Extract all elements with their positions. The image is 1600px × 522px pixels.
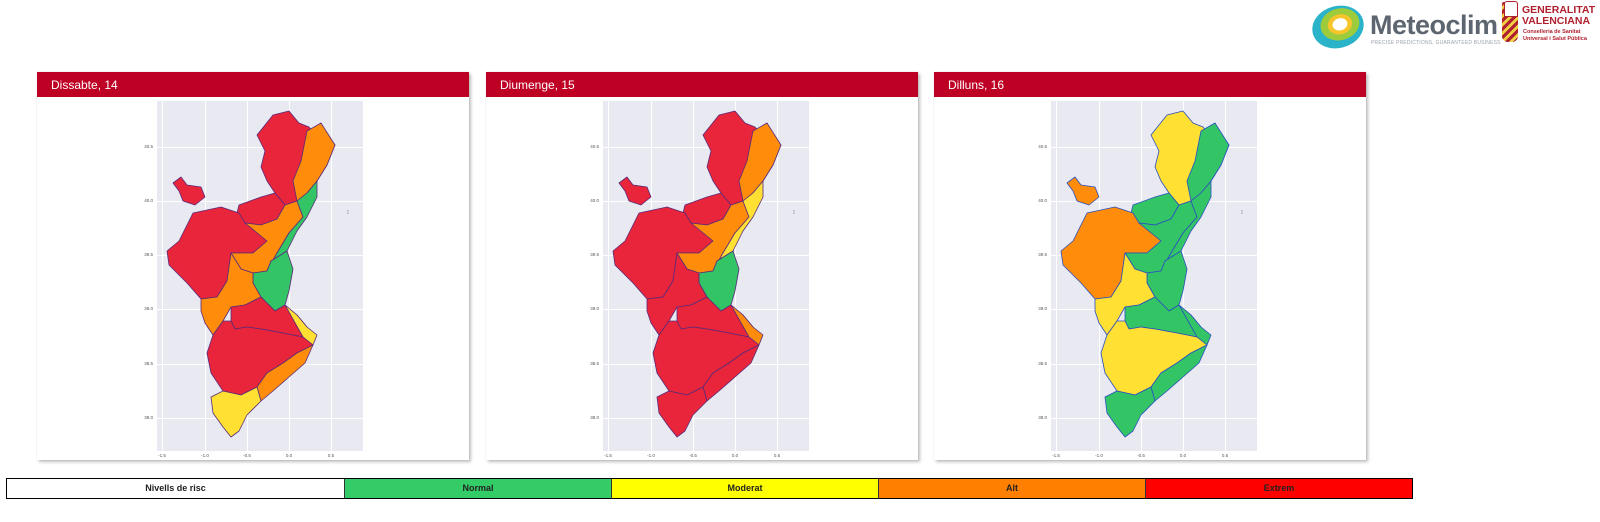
legend-title: Nivells de risc xyxy=(7,479,345,498)
x-axis-tick: 0.0 xyxy=(1179,453,1187,458)
x-axis-tick: -0.5 xyxy=(1137,453,1145,458)
grid-line xyxy=(1225,101,1226,451)
y-axis-tick: 40.0 xyxy=(1038,198,1047,203)
legend-moderat: Moderat xyxy=(612,479,879,498)
y-axis-tick: 39.0 xyxy=(1038,306,1047,311)
map-region-alicante xyxy=(1150,344,1208,402)
generalitat-title: GENERALITAT VALENCIANA xyxy=(1522,5,1595,27)
y-axis-tick: 40.0 xyxy=(590,198,599,203)
meteoclim-ring-icon xyxy=(1307,0,1369,55)
forecast-panel-day3: Dilluns, 16 ⁝ 40.5 40.0 39.5 39.0 38.5 38.0 -1.… xyxy=(934,72,1366,460)
panel-title: Dilluns, 16 xyxy=(934,72,1366,97)
grid-line xyxy=(1051,418,1257,419)
y-axis-tick: 39.5 xyxy=(144,252,153,257)
x-axis-tick: 0.0 xyxy=(731,453,739,458)
map-region-alicante xyxy=(256,344,314,402)
grid-line xyxy=(603,147,809,148)
legend-alt: Alt xyxy=(879,479,1146,498)
grid-line xyxy=(1051,147,1257,148)
map-plot-area: ⁝ xyxy=(157,101,363,451)
x-axis-tick: 0.5 xyxy=(1221,453,1229,458)
map-region-southTip xyxy=(1104,386,1156,438)
map-region-southTip xyxy=(656,386,708,438)
y-axis-tick: 39.5 xyxy=(1038,252,1047,257)
panel-title: Diumenge, 15 xyxy=(486,72,918,97)
x-axis-tick: -1.5 xyxy=(158,453,166,458)
x-axis-tick: -1.5 xyxy=(1052,453,1060,458)
y-axis-tick: 38.5 xyxy=(1038,361,1047,366)
grid-line xyxy=(157,147,363,148)
generalitat-logo: GENERALITAT VALENCIANA Conselleria de Sa… xyxy=(1502,1,1600,54)
x-axis-tick: -1.0 xyxy=(201,453,209,458)
grid-line xyxy=(1056,101,1057,451)
grid-line xyxy=(777,101,778,451)
map-region-southTip xyxy=(210,386,262,438)
island-marker: ⁝ xyxy=(1241,210,1243,216)
x-axis-tick: -0.5 xyxy=(243,453,251,458)
y-axis-tick: 40.0 xyxy=(144,198,153,203)
generalitat-subtitle: Conselleria de Sanitat Universal i Salut… xyxy=(1523,29,1587,42)
grid-line xyxy=(331,101,332,451)
y-axis-tick: 40.5 xyxy=(590,144,599,149)
x-axis-tick: -0.5 xyxy=(689,453,697,458)
map-region-enclave xyxy=(618,176,652,206)
map-region-alicante xyxy=(702,344,760,402)
risk-legend: Nivells de risc Normal Moderat Alt Extre… xyxy=(6,478,1413,499)
x-axis-tick: -1.0 xyxy=(647,453,655,458)
generalitat-sub2: Universal i Salut Pública xyxy=(1523,35,1587,42)
legend-normal: Normal xyxy=(345,479,612,498)
valencia-region-map xyxy=(612,110,782,438)
y-axis-tick: 38.0 xyxy=(144,415,153,420)
y-axis-tick: 39.0 xyxy=(590,306,599,311)
meteoclim-logo: Meteoclim PRECISE PREDICTIONS, GUARANTEE… xyxy=(1307,0,1502,55)
generalitat-shield-icon xyxy=(1502,1,1518,42)
grid-line xyxy=(162,101,163,451)
x-axis-tick: 0.0 xyxy=(285,453,293,458)
legend-extrem: Extrem xyxy=(1146,479,1412,498)
valencia-region-map xyxy=(166,110,336,438)
island-marker: ⁝ xyxy=(793,210,795,216)
x-axis-tick: -1.5 xyxy=(604,453,612,458)
grid-line xyxy=(157,418,363,419)
y-axis-tick: 38.5 xyxy=(144,361,153,366)
island-marker: ⁝ xyxy=(347,210,349,216)
y-axis-tick: 39.5 xyxy=(590,252,599,257)
forecast-panel-day1: Dissabte, 14 ⁝ 40.5 40.0 39.5 39.0 38.5 38.0 -1… xyxy=(37,72,469,460)
grid-line xyxy=(608,101,609,451)
y-axis-tick: 38.0 xyxy=(1038,415,1047,420)
y-axis-tick: 40.5 xyxy=(1038,144,1047,149)
y-axis-tick: 38.5 xyxy=(590,361,599,366)
x-axis-tick: 0.5 xyxy=(773,453,781,458)
valencia-region-map xyxy=(1060,110,1230,438)
map-region-enclave xyxy=(172,176,206,206)
x-axis-tick: -1.0 xyxy=(1095,453,1103,458)
map-region-enclave xyxy=(1066,176,1100,206)
grid-line xyxy=(603,418,809,419)
map-plot-area: ⁝ xyxy=(603,101,809,451)
panel-title: Dissabte, 14 xyxy=(37,72,469,97)
meteoclim-tagline: PRECISE PREDICTIONS, GUARANTEED BUSINESS xyxy=(1371,40,1501,46)
y-axis-tick: 38.0 xyxy=(590,415,599,420)
forecast-panel-day2: Diumenge, 15 ⁝ 40.5 40.0 39.5 39.0 38.5 38.0 -1… xyxy=(486,72,918,460)
x-axis-tick: 0.5 xyxy=(327,453,335,458)
meteoclim-name: Meteoclim xyxy=(1370,10,1498,40)
generalitat-line2: VALENCIANA xyxy=(1522,15,1591,27)
map-plot-area: ⁝ xyxy=(1051,101,1257,451)
generalitat-sub1: Conselleria de Sanitat xyxy=(1523,29,1581,35)
y-axis-tick: 40.5 xyxy=(144,144,153,149)
y-axis-tick: 39.0 xyxy=(144,306,153,311)
generalitat-line1: GENERALITAT xyxy=(1522,4,1596,16)
